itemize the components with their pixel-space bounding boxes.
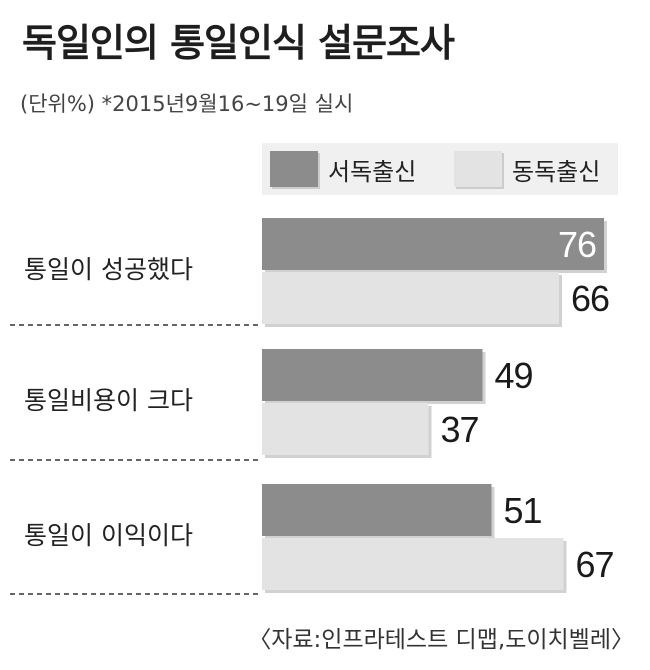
bar xyxy=(262,272,559,324)
legend-item-west: 서독출신 xyxy=(270,143,416,195)
chart-title: 독일인의 통일인식 설문조사 xyxy=(22,21,455,65)
category-label: 통일이 이익이다 xyxy=(24,521,193,550)
category-label: 통일이 성공했다 xyxy=(24,255,193,284)
data-label: 66 xyxy=(571,278,609,319)
legend-swatch-west xyxy=(270,151,318,187)
data-label: 67 xyxy=(576,544,614,585)
legend-item-east: 동독출신 xyxy=(454,143,600,195)
data-label: 76 xyxy=(558,224,596,265)
source-note: 〈자료:인프라테스트 디맵,도이치벨레〉 xyxy=(248,627,634,653)
legend: 서독출신 동독출신 xyxy=(262,143,618,195)
bar xyxy=(262,538,564,590)
data-label: 37 xyxy=(441,409,479,450)
bar xyxy=(262,484,492,536)
chart-subtitle: (단위%) *2015년9월16~19일 실시 xyxy=(20,92,354,116)
bar xyxy=(262,349,483,401)
bar xyxy=(262,403,429,455)
legend-label-west: 서독출신 xyxy=(328,157,417,186)
data-label: 51 xyxy=(504,490,542,531)
legend-label-east: 동독출신 xyxy=(512,157,601,186)
bar xyxy=(262,218,604,270)
legend-swatch-east xyxy=(454,151,502,187)
category-label: 통일비용이 크다 xyxy=(24,386,193,415)
data-label: 49 xyxy=(495,355,533,396)
